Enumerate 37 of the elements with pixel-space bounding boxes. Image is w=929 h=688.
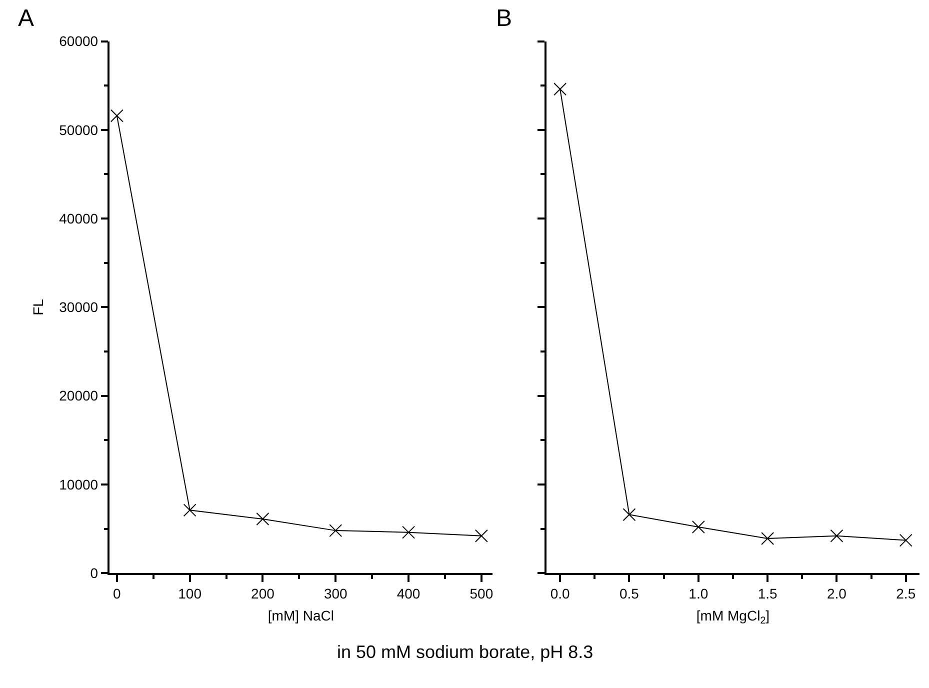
point	[622, 508, 636, 522]
chart-title: A	[18, 5, 34, 32]
point	[256, 512, 270, 526]
x-tick-label: 200	[251, 586, 275, 602]
y-axis-title: FL	[30, 298, 46, 316]
x-tick-label: 2.0	[826, 586, 847, 602]
point	[402, 526, 416, 539]
point	[761, 532, 774, 546]
x-tick-label: 0.0	[550, 586, 570, 602]
y-tick-label: 50000	[59, 122, 98, 138]
point	[474, 529, 488, 542]
y-tick-label: 60000	[59, 33, 98, 50]
x-axis-title: [mM MgCl$_{2}$]	[696, 607, 770, 626]
point	[110, 109, 124, 122]
x-tick-label: 0.5	[620, 586, 640, 602]
point	[899, 534, 912, 547]
y-tick-label: 40000	[59, 210, 98, 226]
point	[692, 520, 705, 534]
y-tick-label: 0	[90, 565, 98, 581]
y-tick-label: 10000	[59, 476, 98, 492]
x-tick-label: 300	[324, 586, 348, 602]
point	[830, 529, 844, 542]
chart-title: B	[496, 5, 512, 32]
x-tick-label: 400	[396, 586, 420, 602]
y-tick-label: 30000	[59, 299, 98, 316]
point	[554, 82, 567, 96]
x-axis-title: [mM] NaCl	[268, 607, 334, 624]
x-tick-label: 1.5	[758, 586, 778, 602]
x-tick-label: 100	[178, 586, 202, 602]
x-tick-label: 1.0	[688, 586, 708, 602]
x-tick-label: 2.5	[896, 586, 916, 602]
point	[329, 524, 342, 538]
point	[183, 504, 196, 517]
x-tick-label: 500	[470, 586, 494, 602]
x-tick-label: 0	[113, 586, 122, 602]
text: in 50 mM sodium borate, pH 8.3	[337, 642, 594, 662]
y-tick-label: 20000	[59, 388, 98, 404]
